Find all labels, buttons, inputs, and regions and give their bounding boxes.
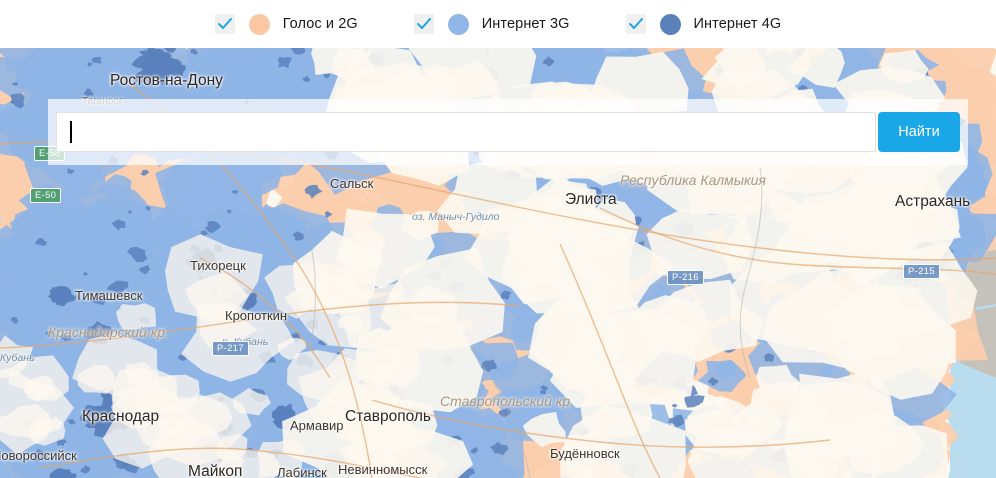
legend-checkbox-internet-4g[interactable] xyxy=(625,14,646,34)
legend-item-internet-3g[interactable]: Интернет 3G xyxy=(413,13,570,35)
check-icon xyxy=(217,18,232,29)
check-icon xyxy=(416,18,431,29)
legend-item-internet-4g[interactable]: Интернет 4G xyxy=(625,13,782,35)
legend-swatch-voice-2g xyxy=(248,13,270,35)
search-panel: Найти xyxy=(48,99,968,165)
legend-item-voice-2g[interactable]: Голос и 2G xyxy=(214,13,358,35)
legend-swatch-internet-4g xyxy=(659,13,681,35)
legend-checkbox-internet-3g[interactable] xyxy=(413,14,434,34)
legend-checkbox-voice-2g[interactable] xyxy=(214,14,235,34)
search-button[interactable]: Найти xyxy=(878,112,960,152)
legend-bar: Голос и 2G Интернет 3G Интернет 4G xyxy=(0,0,996,48)
check-icon xyxy=(628,18,643,29)
legend-swatch-internet-3g xyxy=(447,13,469,35)
legend-label-internet-4g: Интернет 4G xyxy=(693,16,782,32)
search-input[interactable] xyxy=(56,112,876,152)
text-caret xyxy=(70,121,72,143)
legend-label-internet-3g: Интернет 3G xyxy=(481,16,570,32)
legend-label-voice-2g: Голос и 2G xyxy=(282,16,358,32)
